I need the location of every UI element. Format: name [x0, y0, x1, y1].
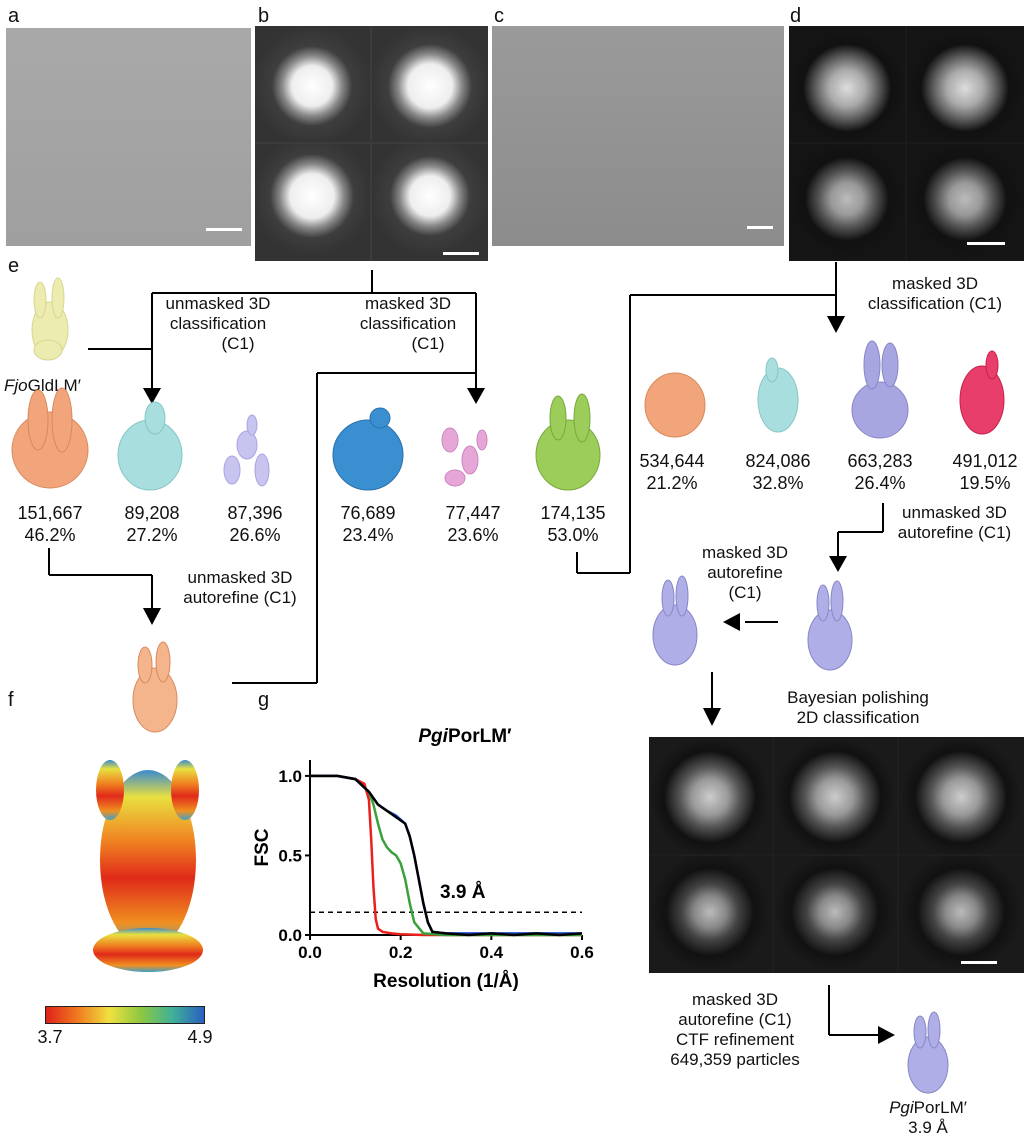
class-average-image	[372, 26, 488, 142]
scale-bar	[443, 252, 479, 255]
x-tick-label: 0.0	[298, 943, 322, 962]
class-average-image	[372, 144, 488, 261]
class-stat: 89,208 27.2%	[107, 502, 197, 546]
class-count: 76,689	[340, 503, 396, 523]
class-percent: 23.6%	[447, 525, 499, 545]
step-label-unmasked-autorefine-right: unmasked 3D autorefine (C1)	[897, 503, 1012, 542]
x-tick-label: 0.4	[480, 943, 504, 962]
micrograph-a	[6, 28, 251, 246]
x-axis-label: Resolution (1/Å)	[373, 971, 519, 992]
class-percent: 23.4%	[342, 525, 394, 545]
class-average-image	[255, 144, 370, 261]
panel-label-e: e	[8, 255, 20, 277]
class-average-image	[649, 737, 772, 854]
class-percent: 26.4%	[854, 473, 906, 493]
step-label-masked-classification: masked 3D classification (C1)	[359, 294, 457, 353]
class-percent: 19.5%	[959, 473, 1011, 493]
class-count: 824,086	[745, 451, 811, 471]
y-tick-label: 0.5	[278, 846, 302, 865]
class-average-image	[899, 856, 1024, 973]
class-average-image	[789, 144, 905, 261]
class-percent: 32.8%	[752, 473, 804, 493]
panel-label-g: g	[258, 689, 270, 711]
step-label-masked-classification-right: masked 3D classification (C1)	[867, 274, 1003, 313]
class-percent: 26.6%	[229, 525, 281, 545]
scale-bar	[967, 242, 1005, 245]
class-stat: 76,689 23.4%	[323, 502, 413, 546]
class-count: 534,644	[639, 451, 705, 471]
y-tick-label: 1.0	[278, 767, 302, 786]
class-average-image	[789, 26, 905, 142]
panel-label-b: b	[258, 5, 270, 27]
resolution-annotation: 3.9 Å	[440, 882, 486, 903]
scale-bar	[961, 961, 997, 964]
panel-label-d: d	[790, 5, 802, 27]
panel-label-f: f	[8, 689, 14, 711]
final-class-averages	[649, 737, 1024, 973]
class-stat: 663,283 26.4%	[835, 450, 925, 494]
class-percent: 53.0%	[547, 525, 599, 545]
panel-label-a: a	[8, 5, 20, 27]
class-averages-b	[255, 26, 488, 261]
class-stat: 87,396 26.6%	[210, 502, 300, 546]
fsc-series-line	[310, 774, 583, 937]
class-count: 491,012	[952, 451, 1018, 471]
class-average-image	[255, 26, 370, 142]
class-stat: 534,644 21.2%	[627, 450, 717, 494]
class-average-image	[774, 856, 897, 973]
colorbar	[45, 1006, 205, 1024]
scale-bar	[747, 226, 773, 229]
class-count: 89,208	[124, 503, 180, 523]
colorbar-max: 4.9	[187, 1027, 213, 1047]
class-count: 151,667	[17, 503, 83, 523]
x-tick-label: 0.2	[389, 943, 413, 962]
scale-bar	[206, 228, 242, 231]
class-stat: 824,086 32.8%	[733, 450, 823, 494]
class-average-image	[907, 26, 1024, 142]
class-stat: 174,135 53.0%	[528, 502, 618, 546]
final-map-label: PgiPorLM′ 3.9 Å	[889, 1098, 967, 1137]
x-tick-label: 0.6	[570, 943, 594, 962]
step-label-masked-autorefine: masked 3D autorefine (C1)	[702, 543, 788, 602]
chart-title: PgiPorLM′	[418, 726, 512, 747]
step-label-bayesian: Bayesian polishing 2D classification	[787, 688, 929, 727]
fsc-series-line	[310, 774, 582, 937]
fsc-series-line	[310, 774, 582, 935]
fjo-label: FjoGldLM′	[4, 376, 81, 395]
class-average-image	[899, 737, 1024, 854]
y-tick-label: 0.0	[278, 926, 302, 945]
class-average-image	[774, 737, 897, 854]
class-stat: 491,012 19.5%	[940, 450, 1028, 494]
colorbar-min: 3.7	[37, 1027, 63, 1047]
class-percent: 21.2%	[646, 473, 698, 493]
class-averages-d	[789, 26, 1024, 261]
step-label-final: masked 3D autorefine (C1) CTF refinement…	[670, 990, 800, 1069]
class-count: 87,396	[227, 503, 283, 523]
step-label-unmasked-classification: unmasked 3D classification (C1)	[165, 294, 271, 353]
fsc-series-line	[310, 774, 582, 937]
class-stat: 77,447 23.6%	[428, 502, 518, 546]
class-count: 174,135	[540, 503, 606, 523]
micrograph-c	[492, 26, 784, 246]
class-average-image	[907, 144, 1024, 261]
class-stat: 151,667 46.2%	[5, 502, 95, 546]
step-label-unmasked-autorefine-left: unmasked 3D autorefine (C1)	[183, 568, 297, 607]
class-count: 77,447	[445, 503, 501, 523]
class-average-image	[649, 856, 772, 973]
class-percent: 27.2%	[126, 525, 178, 545]
class-count: 663,283	[847, 451, 913, 471]
y-axis-label: FSC	[252, 828, 273, 866]
panel-label-c: c	[494, 5, 504, 27]
class-percent: 46.2%	[24, 525, 76, 545]
